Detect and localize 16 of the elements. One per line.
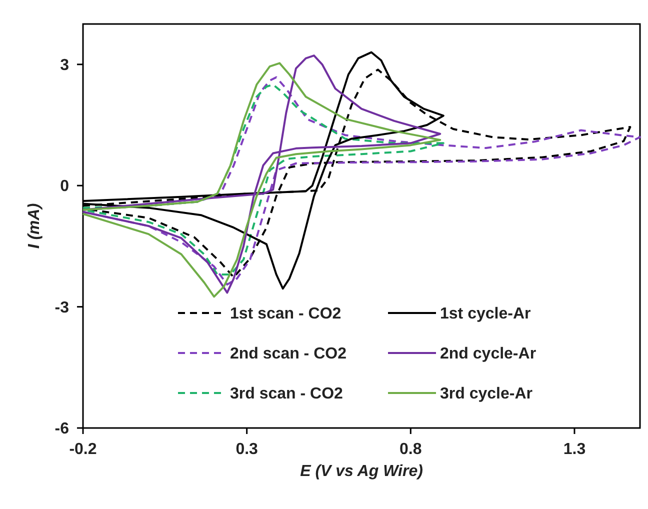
legend-label: 3rd scan - CO2 bbox=[230, 386, 344, 403]
x-axis-title: E (V vs Ag Wire) bbox=[300, 463, 423, 480]
x-tick-label: -0.2 bbox=[69, 441, 97, 458]
y-tick-label: 0 bbox=[60, 178, 70, 196]
legend-label: 1st cycle-Ar bbox=[440, 306, 531, 323]
y-axis-title: I (mA) bbox=[26, 203, 43, 249]
x-tick-label: 0.8 bbox=[400, 441, 422, 458]
y-tick-label: 3 bbox=[60, 57, 70, 74]
y-tick-label: -6 bbox=[54, 420, 70, 438]
legend-label: 1st scan - CO2 bbox=[230, 306, 342, 323]
legend-label: 3rd cycle-Ar bbox=[440, 386, 532, 403]
x-tick-label: 0.3 bbox=[236, 441, 258, 458]
legend-label: 2nd scan - CO2 bbox=[230, 346, 347, 363]
y-tick-label: -3 bbox=[54, 299, 70, 316]
legend-label: 2nd cycle-Ar bbox=[440, 346, 536, 363]
x-tick-label: 1.3 bbox=[563, 441, 586, 458]
